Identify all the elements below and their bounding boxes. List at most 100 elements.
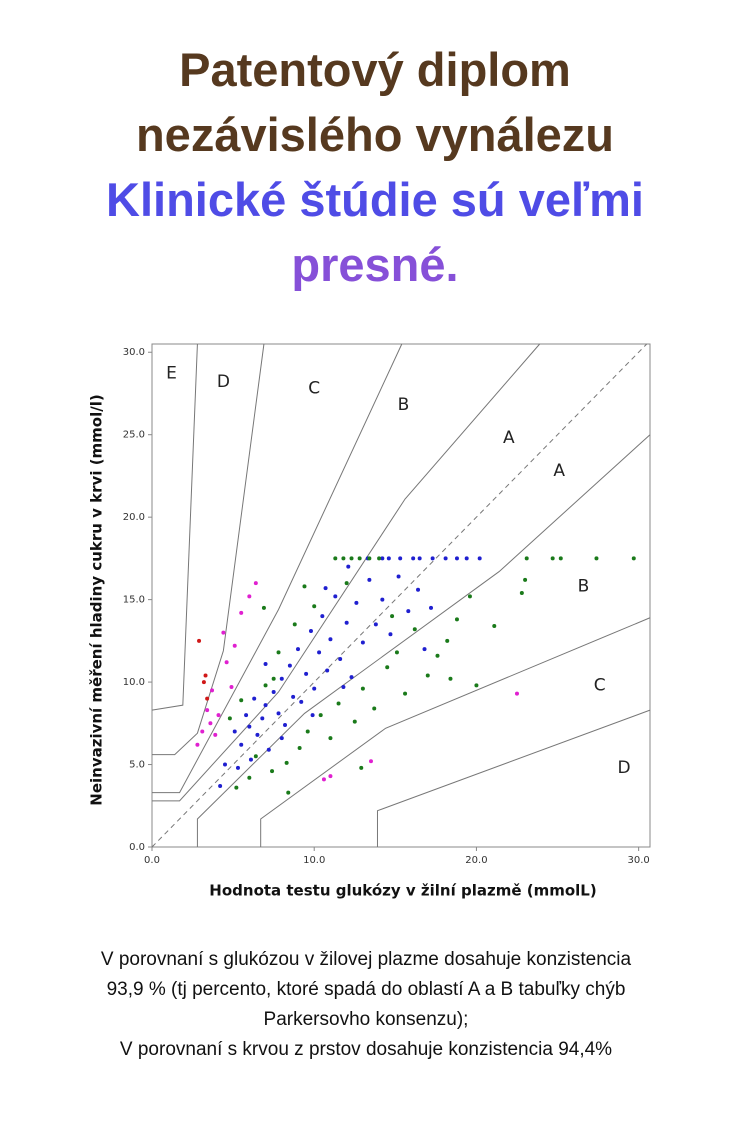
zone-label: D bbox=[617, 758, 630, 778]
data-point bbox=[328, 736, 333, 741]
data-point bbox=[302, 584, 307, 589]
data-point bbox=[325, 668, 330, 673]
zone-boundary bbox=[152, 343, 541, 802]
data-point bbox=[443, 556, 448, 561]
zone-boundary bbox=[152, 343, 265, 756]
data-point bbox=[380, 556, 385, 561]
data-point bbox=[380, 597, 385, 602]
data-point bbox=[304, 671, 309, 676]
data-point bbox=[344, 620, 349, 625]
data-point bbox=[367, 556, 372, 561]
data-point bbox=[558, 556, 563, 561]
data-point bbox=[271, 689, 276, 694]
data-point bbox=[213, 732, 218, 737]
data-point bbox=[232, 643, 237, 648]
data-point bbox=[201, 680, 206, 685]
data-point bbox=[448, 676, 453, 681]
data-point bbox=[200, 729, 205, 734]
caption: V porovnaní s krvou z prstov dosahuje ko… bbox=[119, 1039, 613, 1060]
zone-label: A bbox=[553, 461, 565, 481]
data-point bbox=[247, 724, 252, 729]
y-axis-label: Neinvazivní měření hladiny cukru v krvi … bbox=[88, 394, 106, 805]
x-tick-label: 20.0 bbox=[465, 855, 487, 866]
data-point bbox=[403, 691, 408, 696]
data-point bbox=[208, 721, 213, 726]
data-point bbox=[412, 627, 417, 632]
data-point bbox=[248, 757, 253, 762]
data-point bbox=[454, 556, 459, 561]
heading: Klinické štúdie sú veľmi bbox=[106, 173, 644, 226]
plot-frame bbox=[151, 343, 651, 848]
zone-label: A bbox=[503, 428, 515, 448]
data-point bbox=[514, 691, 519, 696]
data-point bbox=[594, 556, 599, 561]
data-point bbox=[234, 785, 239, 790]
data-point bbox=[344, 581, 349, 586]
data-point bbox=[229, 685, 234, 690]
data-point bbox=[205, 708, 210, 713]
data-point bbox=[333, 594, 338, 599]
data-point bbox=[253, 581, 258, 586]
data-point bbox=[360, 640, 365, 645]
data-point bbox=[550, 556, 555, 561]
data-point bbox=[523, 577, 528, 582]
x-tick-label: 0.0 bbox=[144, 855, 160, 866]
data-point bbox=[386, 556, 391, 561]
data-point bbox=[239, 742, 244, 747]
data-point bbox=[279, 676, 284, 681]
data-point bbox=[454, 617, 459, 622]
zone-boundary bbox=[260, 617, 651, 847]
y-tick-label: 5.0 bbox=[129, 760, 145, 771]
data-point bbox=[430, 556, 435, 561]
data-point bbox=[218, 783, 223, 788]
data-point bbox=[359, 765, 364, 770]
data-point bbox=[372, 706, 377, 711]
data-point bbox=[317, 650, 322, 655]
y-tick-label: 10.0 bbox=[123, 677, 145, 688]
data-point bbox=[279, 736, 284, 741]
data-point bbox=[295, 647, 300, 652]
data-point bbox=[266, 747, 271, 752]
data-point bbox=[247, 775, 252, 780]
data-point bbox=[336, 701, 341, 706]
y-tick-label: 30.0 bbox=[123, 347, 145, 358]
y-tick-label: 20.0 bbox=[123, 512, 145, 523]
data-point bbox=[263, 661, 268, 666]
data-point bbox=[260, 716, 265, 721]
data-point bbox=[398, 556, 403, 561]
data-point bbox=[417, 556, 422, 561]
data-point bbox=[425, 673, 430, 678]
data-point bbox=[422, 647, 427, 652]
data-point bbox=[341, 556, 346, 561]
data-point bbox=[373, 622, 378, 627]
data-point bbox=[631, 556, 636, 561]
data-point bbox=[394, 650, 399, 655]
x-tick-label: 10.0 bbox=[303, 855, 325, 866]
data-point bbox=[252, 696, 257, 701]
zone-label: B bbox=[578, 576, 590, 596]
data-point bbox=[312, 604, 317, 609]
data-point bbox=[492, 624, 497, 629]
caption: V porovnaní s glukózou v žilovej plazme … bbox=[100, 949, 632, 970]
data-point bbox=[323, 586, 328, 591]
data-point bbox=[406, 609, 411, 614]
data-point bbox=[435, 653, 440, 658]
data-point bbox=[346, 564, 351, 569]
data-point bbox=[247, 594, 252, 599]
data-point bbox=[222, 762, 227, 767]
data-point bbox=[467, 594, 472, 599]
data-point bbox=[333, 556, 338, 561]
data-point bbox=[287, 663, 292, 668]
data-point bbox=[416, 587, 421, 592]
data-point bbox=[445, 638, 450, 643]
data-point bbox=[524, 556, 529, 561]
data-point bbox=[299, 699, 304, 704]
data-point bbox=[261, 605, 266, 610]
data-point bbox=[276, 711, 281, 716]
zone-boundary bbox=[152, 343, 403, 794]
data-point bbox=[216, 713, 221, 718]
data-point bbox=[197, 638, 202, 643]
data-point bbox=[308, 628, 313, 633]
data-point bbox=[377, 556, 382, 561]
